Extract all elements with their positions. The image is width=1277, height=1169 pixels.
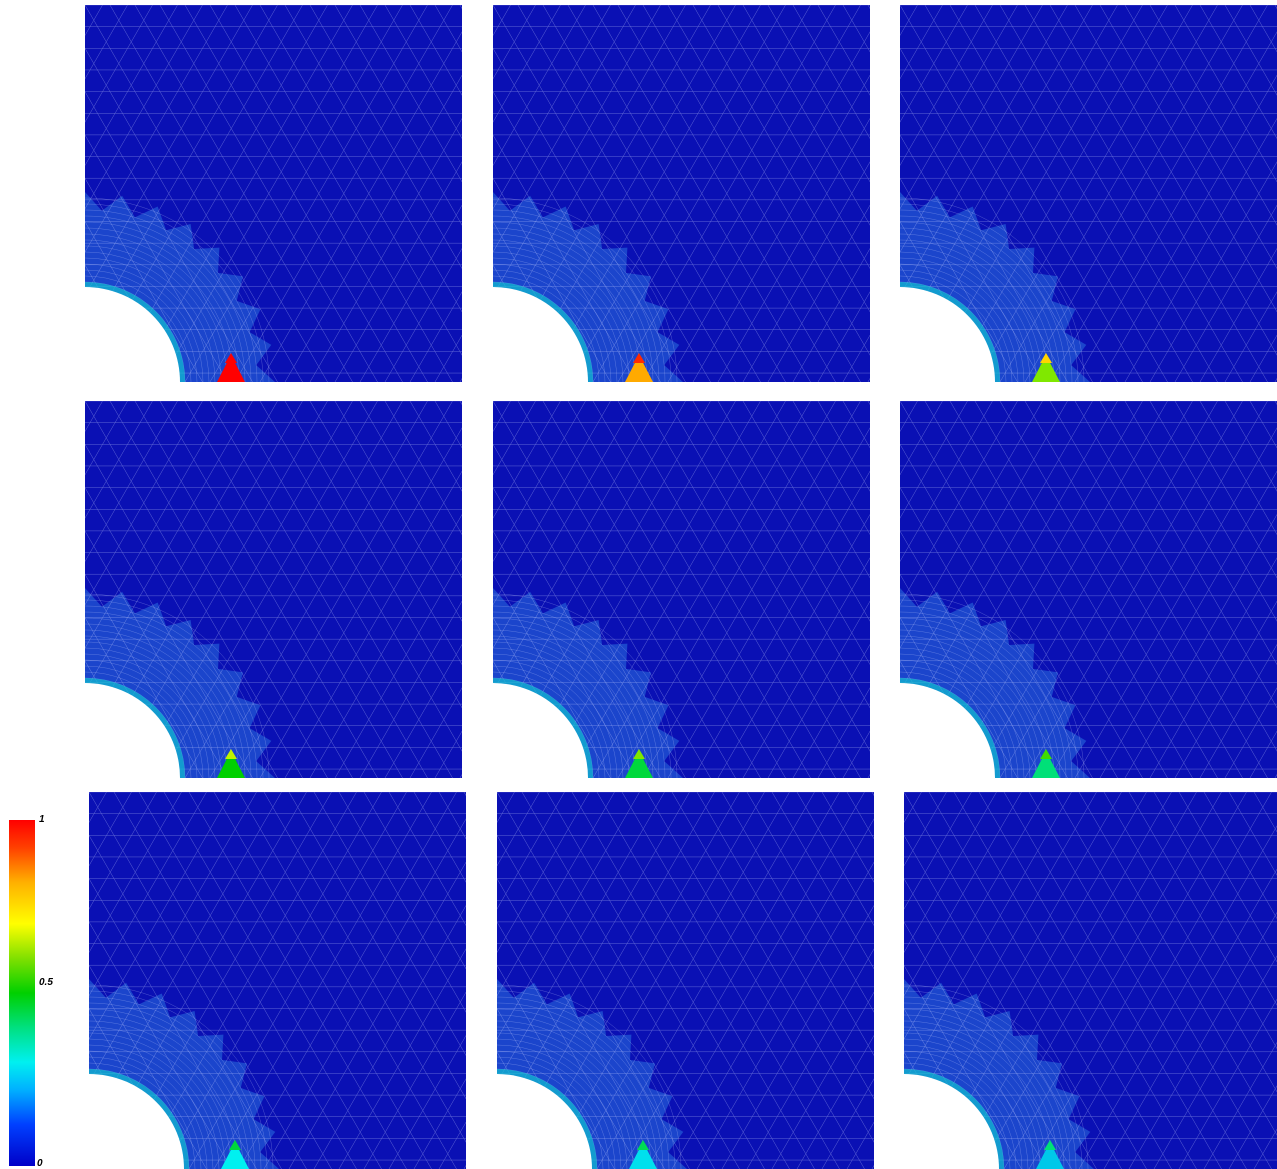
mesh-svg xyxy=(85,5,462,382)
colorbar-max-label: 1 xyxy=(39,814,45,825)
stress-hotspot-peak xyxy=(1040,353,1052,363)
stress-hotspot-peak xyxy=(1040,749,1052,759)
colorbar xyxy=(8,819,36,1167)
hole xyxy=(89,1074,184,1169)
stress-hotspot xyxy=(1032,355,1060,382)
hole xyxy=(85,287,180,382)
colorbar-min-label: 0 xyxy=(37,1158,43,1169)
mesh-panel-6 xyxy=(900,401,1277,778)
mesh-panel-9 xyxy=(904,792,1277,1169)
stress-hotspot xyxy=(1036,1142,1064,1169)
mesh-panel-3 xyxy=(900,5,1277,382)
stress-hotspot-peak xyxy=(1044,1140,1056,1150)
mesh-panel-4 xyxy=(85,401,462,778)
hole xyxy=(497,1074,592,1169)
hole xyxy=(904,1074,999,1169)
mesh-svg xyxy=(904,792,1277,1169)
hole xyxy=(493,683,588,778)
stress-hotspot xyxy=(625,751,653,778)
stress-hotspot xyxy=(1032,751,1060,778)
stress-hotspot xyxy=(217,355,245,382)
stress-hotspot-peak xyxy=(225,749,237,759)
mesh-svg xyxy=(900,5,1277,382)
colorbar-mid-label: 0.5 xyxy=(39,977,53,988)
hole xyxy=(85,683,180,778)
hole xyxy=(493,287,588,382)
stress-hotspot-peak xyxy=(637,1140,649,1150)
mesh-svg xyxy=(85,401,462,778)
mesh-svg xyxy=(89,792,466,1169)
mesh-svg xyxy=(493,5,870,382)
hole xyxy=(900,287,995,382)
hole xyxy=(900,683,995,778)
mesh-svg xyxy=(497,792,874,1169)
mesh-panel-8 xyxy=(497,792,874,1169)
mesh-panel-1 xyxy=(85,5,462,382)
stress-hotspot xyxy=(629,1142,657,1169)
mesh-svg xyxy=(493,401,870,778)
stress-hotspot xyxy=(625,355,653,382)
mesh-panel-7 xyxy=(89,792,466,1169)
stress-hotspot xyxy=(221,1142,249,1169)
mesh-panel-2 xyxy=(493,5,870,382)
stress-hotspot-peak xyxy=(633,353,645,363)
mesh-svg xyxy=(900,401,1277,778)
stress-hotspot-peak xyxy=(225,353,237,363)
stress-hotspot-peak xyxy=(633,749,645,759)
stress-hotspot xyxy=(217,751,245,778)
mesh-panel-5 xyxy=(493,401,870,778)
stress-hotspot-peak xyxy=(229,1140,241,1150)
